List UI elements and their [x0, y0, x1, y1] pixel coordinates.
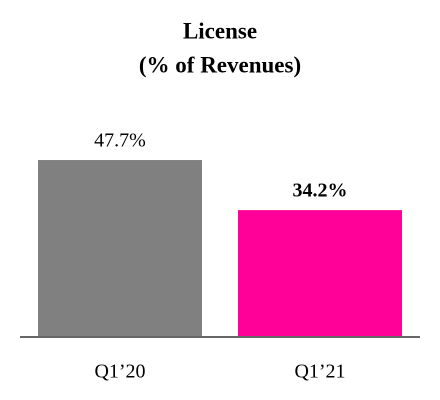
chart-title: License — [183, 18, 257, 43]
bar — [238, 210, 402, 337]
x-tick-label: Q1’21 — [294, 361, 345, 383]
value-label: 47.7% — [94, 130, 146, 152]
bar — [38, 160, 202, 337]
chart-subtitle: (% of Revenues) — [139, 52, 301, 77]
x-tick-label: Q1’20 — [94, 361, 145, 383]
value-label: 34.2% — [293, 180, 348, 202]
